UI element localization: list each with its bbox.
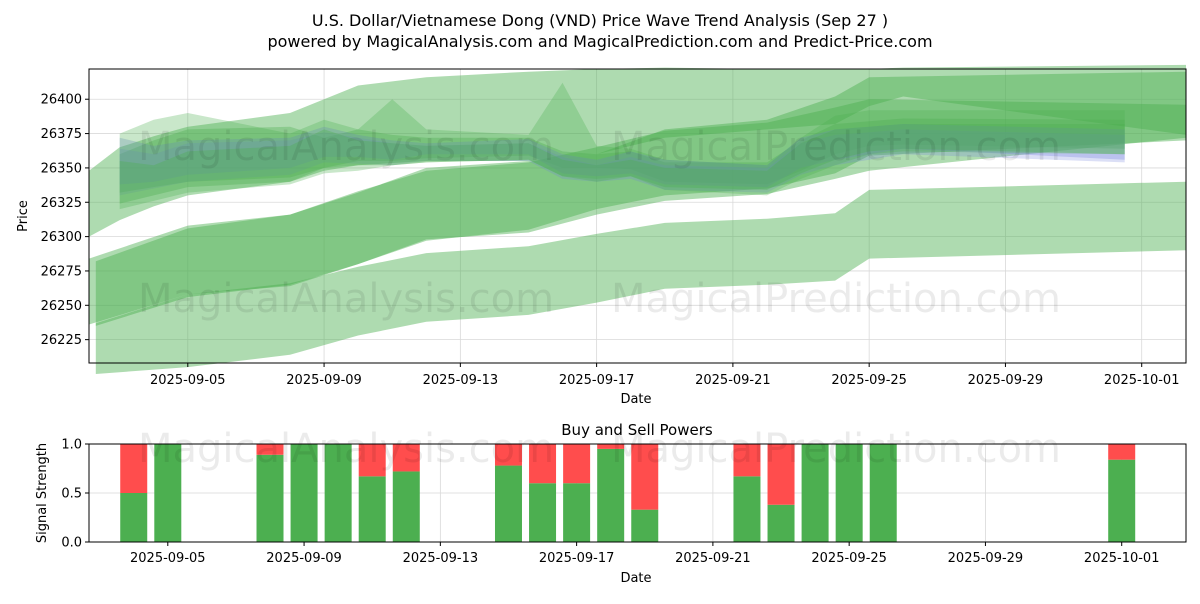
- buy-sell-plot-frame: [88, 443, 1187, 543]
- watermark-mid-2: MagicalPrediction.com: [611, 276, 1061, 322]
- sell-bar: [256, 444, 284, 455]
- chart-title: U.S. Dollar/Vietnamese Dong (VND) Price …: [312, 11, 888, 30]
- price-x-tick-label: 2025-09-29: [968, 373, 1044, 388]
- buy-bar: [358, 476, 386, 542]
- buy-bar: [1108, 459, 1136, 542]
- buy-bar: [324, 444, 352, 542]
- price-x-label: Date: [620, 392, 651, 407]
- buy-sell-x-tick-label: 2025-09-05: [130, 551, 206, 566]
- buy-bar: [563, 483, 591, 542]
- buy-bar: [801, 444, 829, 542]
- price-x-tick-label: 2025-09-09: [286, 373, 362, 388]
- watermark-mid-1: MagicalAnalysis.com: [138, 276, 554, 322]
- price-band-low-band-2: [95, 181, 1186, 374]
- price-wave-panel: MagicalAnalysis.com MagicalPrediction.co…: [16, 64, 1187, 407]
- buy-bar: [256, 454, 284, 542]
- price-x-tick-label: 2025-09-13: [423, 373, 499, 388]
- buy-sell-title: Buy and Sell Powers: [561, 421, 713, 439]
- price-band-wide-top: [89, 64, 1186, 237]
- price-x-tick-label: 2025-09-25: [831, 373, 907, 388]
- sell-bar: [120, 444, 148, 493]
- chart-subtitle: powered by MagicalAnalysis.com and Magic…: [267, 32, 932, 51]
- price-y-tick-label: 26250: [41, 299, 82, 314]
- price-x-ticks: 2025-09-05 2025-09-09 2025-09-13 2025-09-17…: [150, 363, 1179, 388]
- watermark-top-1: MagicalAnalysis.com: [138, 124, 554, 170]
- sell-bar: [1108, 444, 1136, 460]
- price-y-label: Price: [16, 200, 31, 232]
- watermark-bottom-1: MagicalAnalysis.com: [138, 426, 554, 472]
- price-x-tick-label: 2025-09-21: [695, 373, 771, 388]
- price-y-tick-label: 26400: [41, 93, 82, 108]
- price-band-low-band-1: [95, 99, 1186, 326]
- price-x-tick-label: 2025-10-01: [1104, 373, 1180, 388]
- buy-bar: [869, 444, 897, 542]
- price-band-core-5: [119, 82, 1125, 210]
- sell-bar: [597, 444, 625, 449]
- price-x-tick-label: 2025-09-05: [150, 373, 226, 388]
- sell-bar: [392, 444, 420, 472]
- sell-bar: [358, 444, 386, 477]
- buy-sell-y-tick-label: 0.5: [61, 487, 82, 502]
- buy-sell-bars: [120, 444, 1136, 542]
- price-band-core-3: [119, 129, 1125, 196]
- price-y-tick-label: 26350: [41, 161, 82, 176]
- buy-sell-x-tick-label: 2025-09-13: [403, 551, 479, 566]
- buy-sell-x-tick-label: 2025-10-01: [1084, 551, 1160, 566]
- price-band-core-1: [119, 118, 1125, 193]
- buy-bar: [120, 493, 148, 542]
- price-band-core-2: [119, 124, 1125, 188]
- buy-sell-y-ticks: 0.0 0.5 1.0: [61, 438, 89, 551]
- buy-sell-x-tick-label: 2025-09-09: [266, 551, 342, 566]
- sell-bar: [631, 444, 659, 510]
- buy-bar: [392, 471, 420, 542]
- buy-bar: [529, 483, 557, 542]
- buy-sell-x-tick-label: 2025-09-17: [539, 551, 615, 566]
- price-y-tick-label: 26375: [41, 127, 82, 142]
- buy-bar: [733, 476, 761, 542]
- buy-bar: [597, 448, 625, 542]
- buy-bar: [631, 509, 659, 542]
- price-y-ticks: 26225 26250 26275 26300 26325 26350 26375 26400: [41, 93, 89, 348]
- watermark-bottom-2: MagicalPrediction.com: [611, 426, 1061, 472]
- price-band-mid-band: [89, 71, 1186, 325]
- buy-sell-x-ticks: 2025-09-05 2025-09-09 2025-09-13 2025-09-17…: [130, 542, 1159, 566]
- buy-sell-y-label: Signal Strength: [35, 443, 50, 543]
- price-band-core-4: [119, 124, 1125, 204]
- price-bands: [89, 64, 1186, 374]
- price-plot-frame: [88, 68, 1187, 364]
- buy-sell-x-tick-label: 2025-09-25: [811, 551, 887, 566]
- sell-bar: [767, 444, 795, 505]
- buy-sell-y-tick-label: 1.0: [61, 438, 82, 453]
- price-y-tick-label: 26325: [41, 196, 82, 211]
- buy-sell-x-label: Date: [620, 571, 651, 586]
- watermark-top-2: MagicalPrediction.com: [611, 124, 1061, 170]
- price-x-tick-label: 2025-09-17: [559, 373, 635, 388]
- buy-sell-panel: Buy and Sell Powers MagicalAnalysis.com …: [35, 421, 1187, 586]
- sell-bar: [733, 444, 761, 477]
- buy-bar: [494, 465, 522, 542]
- buy-sell-x-tick-label: 2025-09-29: [948, 551, 1024, 566]
- sell-bar: [529, 444, 557, 484]
- sell-bar: [494, 444, 522, 466]
- buy-sell-y-tick-label: 0.0: [61, 536, 82, 551]
- sell-bar: [563, 444, 591, 484]
- price-y-tick-label: 26300: [41, 230, 82, 245]
- price-y-tick-label: 26275: [41, 264, 82, 279]
- buy-bar: [835, 444, 863, 542]
- price-grid: [89, 69, 1186, 363]
- buy-bar: [290, 444, 318, 542]
- buy-bar: [767, 504, 795, 542]
- buy-bar: [154, 444, 182, 542]
- buy-sell-x-tick-label: 2025-09-21: [675, 551, 751, 566]
- price-y-tick-label: 26225: [41, 333, 82, 348]
